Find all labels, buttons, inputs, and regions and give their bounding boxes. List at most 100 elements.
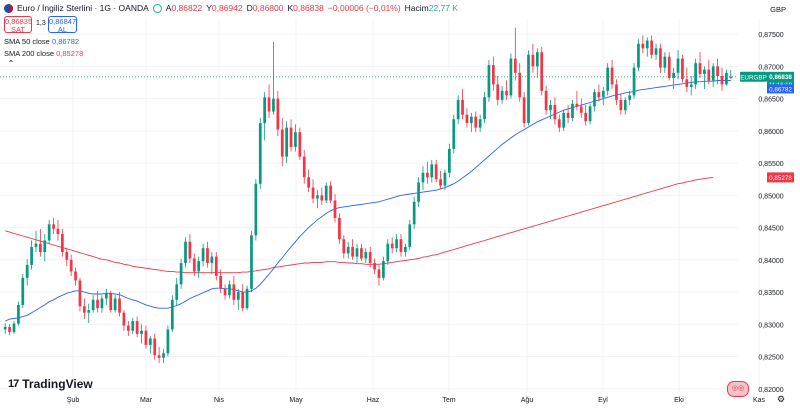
time-axis: Şub Mar Nis May Haz Tem Ağu Eyl Eki Kas — [67, 397, 766, 404]
candle — [707, 59, 711, 85]
candle — [148, 335, 152, 354]
candle — [245, 285, 249, 311]
candle-body — [118, 298, 121, 313]
gear-icon[interactable]: ⚙ — [777, 394, 786, 404]
candle-body — [496, 84, 500, 100]
y-tick-label: 0,85000 — [758, 193, 783, 200]
candle — [368, 246, 372, 268]
candle-body — [632, 67, 636, 96]
candle-body — [346, 246, 350, 254]
candle — [65, 248, 69, 267]
candle-body — [421, 172, 425, 183]
candle-body — [179, 263, 183, 285]
candle — [272, 41, 275, 115]
candle-body — [74, 271, 77, 281]
candle — [421, 166, 425, 191]
sma200-badge: 0,85278 — [767, 172, 794, 183]
buy-button[interactable]: 0,86847 AL — [48, 16, 77, 34]
candle — [210, 252, 214, 274]
candle-body — [294, 132, 297, 147]
candle-body — [601, 90, 605, 98]
gridlines — [0, 18, 760, 392]
candle — [135, 316, 139, 338]
y-tick-label: 0,82500 — [758, 355, 783, 362]
candle — [681, 54, 684, 83]
candle — [725, 69, 728, 86]
candle — [241, 284, 245, 312]
x-tick-label: Eki — [674, 397, 684, 404]
candle — [540, 47, 544, 96]
candle — [588, 103, 592, 125]
candle-body — [579, 106, 583, 113]
candle — [214, 252, 218, 281]
sma200-value: 0,85278 — [56, 49, 84, 58]
sma200-badge-text: 0,85278 — [769, 175, 792, 182]
candle-body — [170, 299, 174, 330]
x-tick-label: May — [289, 397, 303, 404]
currency-flag-icon — [4, 3, 13, 13]
candle-body — [324, 185, 328, 201]
candle — [672, 67, 675, 89]
candle — [452, 114, 456, 154]
candle-body — [685, 79, 689, 87]
candle — [579, 98, 583, 118]
candle — [619, 93, 623, 115]
collapse-indicators-button[interactable]: ⌃ — [7, 59, 15, 68]
candle-body — [500, 90, 504, 100]
candle-body — [364, 252, 368, 259]
candle-body — [201, 248, 205, 262]
candle-body — [61, 234, 64, 253]
candle — [153, 333, 157, 360]
candle-body — [272, 98, 275, 112]
candle — [324, 182, 328, 204]
indicator-badge-icon[interactable]: ◎◎ — [727, 381, 749, 397]
candle-body — [241, 292, 245, 309]
sma50-legend[interactable]: SMA 50 close 0,86782 — [4, 37, 79, 46]
candle — [17, 301, 20, 326]
candle — [192, 253, 196, 276]
spread-value: 1,3 — [36, 20, 46, 27]
candle-body — [78, 280, 82, 307]
candle-body — [289, 127, 293, 147]
candle — [720, 67, 724, 91]
currency-label[interactable]: GBP — [770, 5, 786, 14]
candle — [439, 170, 442, 189]
candle — [408, 219, 412, 251]
candle — [382, 256, 385, 281]
candle — [316, 190, 319, 209]
candle-body — [557, 119, 561, 128]
candle-body — [3, 326, 7, 330]
candle — [166, 325, 170, 357]
candle-body — [175, 284, 179, 300]
candle-body — [434, 164, 438, 180]
candle-body — [8, 326, 11, 333]
candle-body — [566, 112, 570, 118]
candle-body — [166, 329, 170, 354]
candle-body — [628, 95, 632, 100]
candle-body — [21, 277, 25, 305]
candle-body — [667, 56, 671, 78]
candle-body — [637, 43, 640, 68]
candle — [25, 259, 29, 286]
tradingview-logo[interactable]: 17 TradingView — [8, 377, 93, 391]
candle-body — [404, 246, 407, 253]
candle-body — [382, 261, 385, 278]
y-tick-label: 0,83500 — [758, 290, 783, 297]
candle — [711, 63, 715, 87]
ohlc-low: D0,86800 — [246, 3, 284, 13]
candle — [140, 324, 143, 344]
sell-button[interactable]: 0,86835 SAT — [4, 16, 32, 34]
candle — [100, 295, 104, 313]
sma200-legend[interactable]: SMA 200 close 0,85278 — [4, 49, 83, 58]
candle — [228, 280, 231, 299]
candle — [294, 124, 297, 152]
candle — [447, 143, 451, 178]
candle-body — [698, 63, 702, 75]
candle — [390, 237, 394, 254]
candle — [593, 88, 596, 112]
candle-body — [96, 299, 99, 309]
symbol-title[interactable]: Euro / İngiliz Sterlini · 1G · OANDA — [17, 3, 149, 13]
